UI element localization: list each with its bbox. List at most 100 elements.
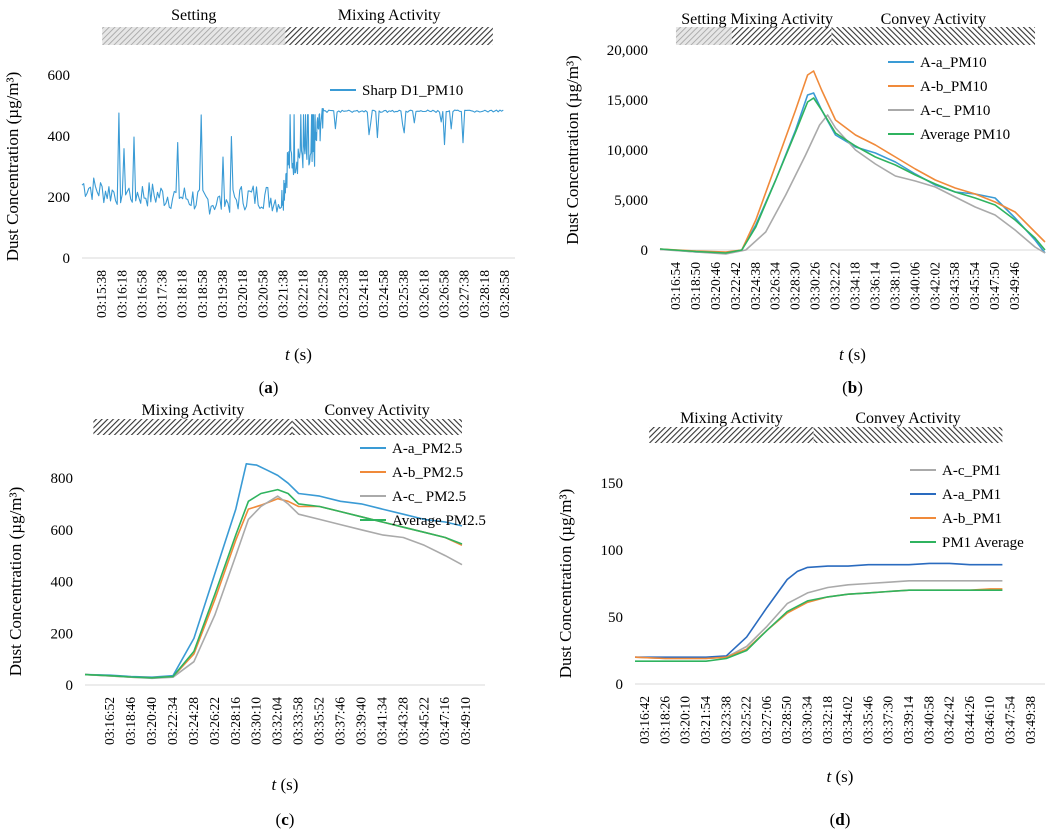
x-tick-label: 03:35:52: [312, 697, 327, 745]
phase-bar-mixing-activity: [731, 27, 832, 45]
y-tick-label: 200: [48, 190, 71, 206]
x-tick-label: 03:16:58: [134, 270, 149, 318]
x-tick-label: 03:24:58: [376, 270, 391, 318]
x-tick-label: 03:20:10: [678, 696, 693, 744]
x-tick-label: 03:26:22: [207, 697, 222, 745]
phase-label: Mixing Activity: [680, 410, 783, 427]
x-tick-label: 03:37:30: [881, 696, 896, 744]
phase-bar-setting: [675, 27, 732, 45]
x-tick-label: 03:40:06: [907, 262, 922, 310]
x-tick-label: 03:24:38: [748, 262, 763, 310]
x-tick-label: 03:45:22: [416, 697, 431, 745]
x-tick-label: 03:28:50: [779, 696, 794, 744]
x-tick-label: 03:43:58: [947, 262, 962, 310]
x-tick-label: 03:28:18: [477, 270, 492, 318]
series-line-average-pm10: [659, 97, 1046, 254]
legend: A-a_PM10 A-b_PM10 A-c_ PM10 Average PM10: [888, 55, 1010, 143]
phase-label: Setting: [681, 11, 726, 28]
x-tick-label: 03:47:54: [1002, 696, 1017, 744]
x-tick-label: 03:20:58: [255, 270, 270, 318]
legend: Sharp D1_PM10: [330, 83, 463, 99]
x-tick-label: 03:17:38: [155, 270, 170, 318]
x-tick-label: 03:49:10: [458, 697, 473, 745]
x-tick-label: 03:47:16: [437, 697, 452, 745]
x-axis-label: t (s): [272, 775, 299, 794]
x-tick-label: 03:23:38: [718, 696, 733, 744]
x-tick-label: 03:28:16: [228, 697, 243, 745]
x-tick-label: 03:25:22: [739, 696, 754, 744]
phase-label: Setting: [171, 7, 216, 24]
x-tick-label: 03:21:38: [275, 270, 290, 318]
x-tick-label: 03:45:54: [967, 262, 982, 310]
x-tick-label: 03:32:18: [820, 696, 835, 744]
x-tick-label: 03:20:18: [235, 270, 250, 318]
y-tick-label: 100: [601, 543, 624, 559]
x-tick-label: 03:16:52: [102, 697, 117, 745]
y-tick-label: 600: [51, 523, 74, 539]
x-tick-label: 03:15:38: [94, 270, 109, 318]
series-line-average-pm2-5: [84, 488, 463, 679]
x-tick-label: 03:39:40: [353, 697, 368, 745]
x-tick-label: 03:16:18: [114, 270, 129, 318]
chart-panel-a: Setting Mixing Activity 0 200 400 600 03:15:38…: [3, 7, 515, 397]
chart-panel-c: Mixing Activity Convey Activity 0 200 400 600…: [6, 402, 486, 829]
x-tick-label: 03:40:58: [921, 696, 936, 744]
legend-entry: A-c_ PM2.5: [392, 489, 466, 505]
phase-bar-convey-activity: [813, 427, 1003, 443]
x-tick-label: 03:37:46: [332, 697, 347, 745]
y-tick-label: 400: [51, 575, 74, 591]
y-tick-label: 0: [66, 678, 74, 694]
x-tick-label: 03:26:18: [416, 270, 431, 318]
x-tick-label: 03:33:58: [291, 697, 306, 745]
x-tick-label: 03:32:22: [828, 262, 843, 310]
legend-entry: A-b_PM1: [942, 511, 1002, 527]
panel-caption: (c): [276, 810, 295, 829]
x-tick-label: 03:20:46: [708, 262, 723, 310]
legend-entry: A-b_PM10: [920, 79, 988, 95]
x-tick-label: 03:41:34: [374, 697, 389, 745]
y-axis-label: Dust Concentration (µg/m³): [6, 487, 25, 677]
x-tick-label: 03:42:42: [942, 696, 957, 744]
phase-label: Convey Activity: [324, 402, 429, 419]
chart-panel-d: Mixing Activity Convey Activity 0 50 100 150 0…: [556, 410, 1045, 829]
y-tick-label: 150: [601, 476, 624, 492]
x-tick-label: 03:18:46: [123, 697, 138, 745]
y-tick-label: 800: [51, 471, 74, 487]
x-tick-label: 03:26:58: [437, 270, 452, 318]
x-tick-label: 03:27:06: [759, 696, 774, 744]
phase-bar-mixing-activity: [285, 27, 493, 45]
x-tick-label: 03:22:34: [165, 697, 180, 745]
x-tick-label: 03:34:02: [840, 696, 855, 744]
y-tick-label: 5,000: [614, 193, 648, 209]
x-tick-label: 03:18:18: [175, 270, 190, 318]
panel-caption: (d): [830, 810, 851, 829]
x-tick-label: 03:30:10: [249, 697, 264, 745]
legend-entry: A-c_ PM10: [920, 103, 990, 119]
x-tick-label: 03:24:28: [186, 697, 201, 745]
phase-bar-setting: [102, 27, 286, 45]
series-line-sharp-d1-pm10: [81, 108, 504, 215]
x-tick-label: 03:35:46: [860, 696, 875, 744]
x-tick-label: 03:21:54: [698, 696, 713, 744]
x-tick-label: 03:46:10: [982, 696, 997, 744]
legend-entry: A-a_PM10: [920, 55, 987, 71]
phase-bar-mixing-activity: [93, 419, 293, 435]
legend-entry: A-c_PM1: [942, 463, 1001, 479]
series-line-a-c-pm10: [659, 114, 1046, 255]
x-tick-label: 03:47:50: [987, 262, 1002, 310]
y-tick-label: 50: [608, 610, 623, 626]
x-axis-label: t (s): [827, 767, 854, 786]
x-tick-label: 03:16:54: [668, 262, 683, 310]
phase-label: Convey Activity: [881, 11, 986, 28]
x-tick-label: 03:43:28: [395, 697, 410, 745]
legend-entry: PM1 Average: [942, 535, 1024, 551]
phase-label: Mixing Activity: [730, 11, 833, 28]
y-tick-label: 0: [63, 251, 71, 267]
x-tick-label: 03:18:50: [688, 262, 703, 310]
x-tick-label: 03:22:58: [316, 270, 331, 318]
y-tick-label: 600: [48, 68, 71, 84]
y-axis-label: Dust Concentration (µg/m³): [3, 72, 22, 262]
x-tick-label: 03:39:14: [901, 696, 916, 744]
phase-bar-convey-activity: [292, 419, 462, 435]
x-tick-label: 03:32:04: [270, 697, 285, 745]
